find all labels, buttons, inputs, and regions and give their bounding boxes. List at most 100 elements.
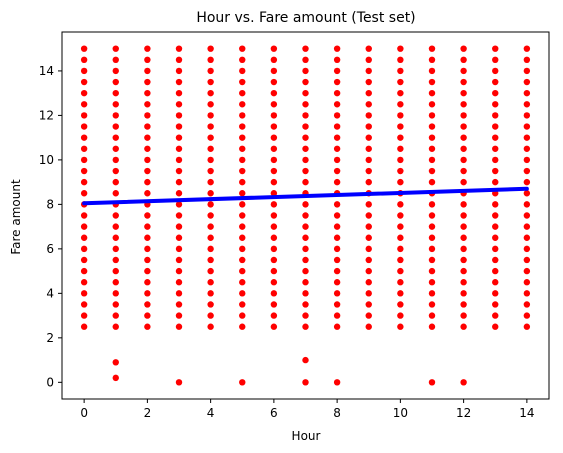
scatter-point bbox=[112, 279, 119, 286]
scatter-point bbox=[302, 78, 309, 86]
scatter-point bbox=[175, 112, 183, 119]
scatter-point bbox=[523, 223, 531, 230]
scatter-point bbox=[302, 223, 309, 230]
scatter-point bbox=[112, 190, 119, 197]
scatter-point bbox=[492, 279, 499, 286]
scatter-point bbox=[492, 167, 499, 175]
scatter-point bbox=[144, 223, 151, 230]
scatter-point bbox=[333, 145, 341, 152]
scatter-point bbox=[492, 201, 499, 208]
scatter-point bbox=[492, 256, 499, 264]
scatter-point bbox=[270, 145, 278, 152]
y-axis-label: Fare amount bbox=[9, 179, 23, 255]
scatter-point bbox=[207, 279, 214, 286]
scatter-point bbox=[80, 167, 88, 175]
scatter-point bbox=[492, 212, 499, 219]
scatter-point bbox=[523, 156, 531, 164]
scatter-point bbox=[270, 101, 278, 108]
scatter-point bbox=[523, 256, 531, 264]
scatter-point bbox=[460, 279, 467, 286]
scatter-point bbox=[112, 312, 119, 319]
y-tick-label: 8 bbox=[46, 197, 54, 211]
scatter-point bbox=[460, 234, 467, 241]
scatter-point bbox=[460, 323, 467, 330]
scatter-point bbox=[207, 256, 214, 264]
scatter-point bbox=[365, 212, 372, 219]
scatter-point bbox=[175, 267, 183, 275]
scatter-point bbox=[239, 190, 246, 197]
scatter-point bbox=[175, 312, 183, 319]
scatter-point bbox=[302, 101, 309, 108]
scatter-point bbox=[112, 112, 119, 119]
scatter-point bbox=[397, 167, 404, 175]
scatter-point bbox=[523, 178, 531, 186]
scatter-point bbox=[523, 212, 531, 219]
scatter-point bbox=[270, 178, 278, 186]
scatter-point bbox=[175, 56, 183, 64]
scatter-point bbox=[365, 156, 372, 164]
scatter-point bbox=[523, 323, 531, 330]
scatter-point bbox=[397, 267, 404, 275]
scatter-point bbox=[144, 256, 151, 264]
scatter-point bbox=[144, 290, 151, 297]
scatter-point bbox=[239, 223, 246, 230]
scatter-point bbox=[460, 267, 467, 275]
scatter-point bbox=[460, 123, 467, 130]
scatter-point bbox=[302, 256, 309, 264]
scatter-point bbox=[333, 156, 341, 164]
scatter-point bbox=[302, 201, 309, 208]
scatter-point bbox=[428, 290, 436, 297]
scatter-point bbox=[144, 167, 151, 175]
scatter-point bbox=[365, 45, 372, 52]
scatter-point bbox=[144, 267, 151, 275]
scatter-point bbox=[80, 134, 88, 141]
scatter-point bbox=[460, 167, 467, 175]
scatter-point bbox=[492, 78, 499, 86]
scatter-point bbox=[523, 167, 531, 175]
scatter-point bbox=[207, 234, 214, 241]
scatter-point bbox=[365, 279, 372, 286]
scatter-point bbox=[460, 245, 467, 253]
x-axis-label: Hour bbox=[292, 429, 321, 443]
scatter-point bbox=[270, 112, 278, 119]
scatter-point bbox=[428, 301, 436, 308]
scatter-point bbox=[112, 374, 119, 382]
scatter-point bbox=[428, 78, 436, 86]
scatter-point bbox=[492, 156, 499, 164]
scatter-point bbox=[175, 89, 183, 97]
scatter-point bbox=[333, 279, 341, 286]
scatter-point bbox=[365, 112, 372, 119]
scatter-point bbox=[239, 301, 246, 308]
scatter-point bbox=[523, 89, 531, 97]
scatter-point bbox=[80, 245, 88, 253]
scatter-point bbox=[239, 267, 246, 275]
scatter-point bbox=[333, 323, 341, 330]
scatter-point bbox=[207, 112, 214, 119]
scatter-point bbox=[80, 67, 88, 75]
scatter-point bbox=[397, 45, 404, 52]
scatter-point bbox=[302, 290, 309, 297]
scatter-point bbox=[523, 312, 531, 319]
scatter-point bbox=[333, 112, 341, 119]
scatter-point bbox=[333, 134, 341, 141]
scatter-point bbox=[460, 256, 467, 264]
scatter-point bbox=[80, 223, 88, 230]
scatter-point bbox=[80, 101, 88, 108]
scatter-point bbox=[460, 290, 467, 297]
scatter-point bbox=[144, 123, 151, 130]
scatter-point bbox=[523, 45, 531, 52]
scatter-point bbox=[428, 178, 436, 186]
scatter-point bbox=[428, 379, 436, 386]
scatter-point bbox=[523, 234, 531, 241]
scatter-point bbox=[112, 212, 119, 219]
scatter-point bbox=[397, 89, 404, 97]
scatter-point bbox=[207, 323, 214, 330]
scatter-point bbox=[80, 112, 88, 119]
scatter-point bbox=[492, 301, 499, 308]
scatter-point bbox=[144, 312, 151, 319]
scatter-point bbox=[523, 245, 531, 253]
scatter-point bbox=[112, 67, 119, 75]
scatter-point bbox=[492, 45, 499, 52]
